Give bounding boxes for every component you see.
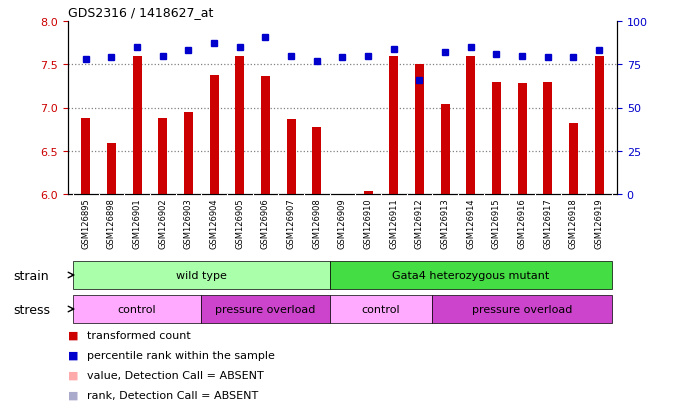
Text: percentile rank within the sample: percentile rank within the sample: [87, 350, 275, 360]
Text: GSM126913: GSM126913: [441, 198, 450, 248]
Text: Gata4 heterozygous mutant: Gata4 heterozygous mutant: [392, 271, 549, 280]
Text: GSM126915: GSM126915: [492, 198, 501, 248]
Text: wild type: wild type: [176, 271, 226, 280]
Text: GSM126911: GSM126911: [389, 198, 398, 248]
Bar: [330, 261, 612, 290]
Text: ■: ■: [68, 350, 78, 360]
Bar: [158, 119, 167, 195]
Text: GSM126903: GSM126903: [184, 198, 193, 248]
Bar: [73, 261, 330, 290]
Text: GSM126912: GSM126912: [415, 198, 424, 248]
Bar: [313, 128, 321, 195]
Text: ■: ■: [68, 370, 78, 380]
Text: control: control: [361, 304, 400, 314]
Bar: [210, 76, 218, 195]
Text: GSM126905: GSM126905: [235, 198, 244, 248]
Text: pressure overload: pressure overload: [472, 304, 572, 314]
Bar: [330, 295, 432, 324]
Bar: [81, 119, 90, 195]
Bar: [184, 113, 193, 195]
Text: ■: ■: [68, 330, 78, 340]
Text: pressure overload: pressure overload: [215, 304, 315, 314]
Bar: [569, 124, 578, 195]
Text: GSM126908: GSM126908: [313, 198, 321, 248]
Bar: [107, 144, 116, 195]
Text: GSM126902: GSM126902: [158, 198, 167, 248]
Bar: [543, 83, 552, 195]
Bar: [363, 191, 372, 195]
Text: GSM126917: GSM126917: [543, 198, 552, 248]
Text: stress: stress: [14, 303, 51, 316]
Text: GSM126918: GSM126918: [569, 198, 578, 248]
Bar: [287, 119, 296, 195]
Bar: [432, 295, 612, 324]
Text: GSM126901: GSM126901: [133, 198, 142, 248]
Bar: [261, 77, 270, 195]
Bar: [73, 295, 201, 324]
Text: ■: ■: [68, 390, 78, 400]
Text: GSM126916: GSM126916: [517, 198, 527, 248]
Text: GSM126904: GSM126904: [210, 198, 218, 248]
Text: transformed count: transformed count: [87, 330, 191, 340]
Bar: [235, 57, 244, 195]
Bar: [201, 295, 330, 324]
Text: GSM126919: GSM126919: [595, 198, 603, 248]
Text: GSM126898: GSM126898: [107, 198, 116, 249]
Bar: [389, 57, 398, 195]
Text: strain: strain: [14, 269, 49, 282]
Text: GSM126909: GSM126909: [338, 198, 347, 248]
Bar: [595, 57, 603, 195]
Bar: [517, 84, 527, 195]
Text: GSM126895: GSM126895: [81, 198, 90, 248]
Text: value, Detection Call = ABSENT: value, Detection Call = ABSENT: [87, 370, 264, 380]
Text: GSM126910: GSM126910: [363, 198, 372, 248]
Text: GSM126907: GSM126907: [287, 198, 296, 248]
Bar: [133, 57, 142, 195]
Text: GSM126914: GSM126914: [466, 198, 475, 248]
Text: rank, Detection Call = ABSENT: rank, Detection Call = ABSENT: [87, 390, 258, 400]
Bar: [492, 82, 501, 195]
Text: control: control: [118, 304, 157, 314]
Bar: [415, 65, 424, 195]
Bar: [441, 105, 450, 195]
Text: GDS2316 / 1418627_at: GDS2316 / 1418627_at: [68, 7, 213, 19]
Bar: [466, 57, 475, 195]
Text: GSM126906: GSM126906: [261, 198, 270, 248]
